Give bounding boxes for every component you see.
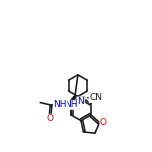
Text: O: O — [47, 114, 54, 123]
Text: CN: CN — [89, 93, 102, 102]
Text: NH: NH — [54, 100, 67, 109]
Text: N: N — [78, 97, 84, 106]
Text: NH: NH — [64, 100, 78, 109]
Text: O: O — [100, 118, 107, 127]
